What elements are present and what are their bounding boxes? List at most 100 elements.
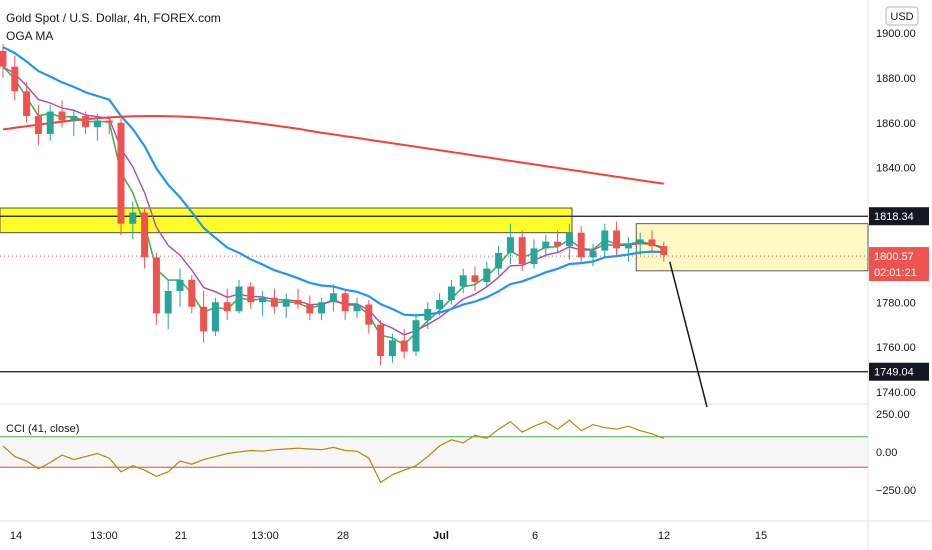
candle[interactable] (353, 297, 361, 318)
ma-long-line (2, 114, 664, 185)
candle-body (636, 239, 644, 244)
time-tick-label: 6 (532, 530, 538, 542)
candle[interactable] (164, 279, 172, 330)
candle[interactable] (270, 288, 278, 314)
candle[interactable] (365, 300, 373, 334)
candle-body (23, 91, 31, 117)
candle[interactable] (58, 100, 66, 128)
candle[interactable] (636, 232, 644, 256)
level-low-badge-text: 1749.04 (874, 367, 914, 379)
candle-body (353, 304, 361, 312)
candle[interactable] (129, 201, 137, 240)
candle[interactable] (565, 223, 573, 260)
candle[interactable] (188, 275, 196, 314)
candle[interactable] (329, 284, 337, 312)
candle[interactable] (82, 111, 90, 134)
candle[interactable] (577, 225, 585, 265)
candle[interactable] (648, 230, 656, 253)
candle[interactable] (0, 44, 7, 78)
candle[interactable] (388, 333, 396, 363)
candle[interactable] (176, 268, 184, 307)
candle-body (259, 297, 267, 303)
candle[interactable] (542, 234, 550, 258)
candle-body (294, 300, 302, 305)
candle[interactable] (459, 268, 467, 294)
candle-body (188, 279, 196, 307)
candle[interactable] (294, 288, 302, 309)
candle-body (117, 122, 125, 224)
candle-body (660, 246, 668, 256)
level-high-badge-text: 1818.34 (874, 211, 914, 223)
candle-body (400, 340, 408, 352)
candle-body (518, 237, 526, 265)
candle[interactable] (471, 266, 479, 292)
candle[interactable] (400, 329, 408, 359)
candle-body (329, 293, 337, 303)
candle-body (270, 297, 278, 307)
price-tick-label: 1760.00 (876, 342, 916, 354)
candle[interactable] (152, 252, 160, 325)
candle[interactable] (613, 221, 621, 258)
candle-body (247, 286, 255, 303)
candle[interactable] (412, 313, 420, 357)
candle[interactable] (247, 282, 255, 309)
ma-slow-line (2, 46, 664, 317)
candle[interactable] (46, 104, 54, 141)
currency-button[interactable]: USD (885, 6, 919, 26)
candle[interactable] (589, 243, 597, 267)
candle[interactable] (105, 116, 113, 134)
candle-body (601, 230, 609, 251)
candle[interactable] (530, 239, 538, 269)
candle-body (318, 302, 326, 314)
time-tick-label: Jul (433, 530, 449, 542)
candle[interactable] (660, 241, 668, 262)
time-tick-label: 13:00 (251, 530, 279, 542)
candle[interactable] (306, 295, 314, 321)
candle[interactable] (436, 293, 444, 316)
level-high-badge: 1818.34 (869, 207, 929, 226)
candle[interactable] (601, 223, 609, 258)
candle[interactable] (117, 118, 125, 235)
price-tick-label: 1840.00 (876, 163, 916, 175)
candle[interactable] (70, 109, 78, 137)
candle[interactable] (282, 293, 290, 318)
candle[interactable] (235, 279, 243, 314)
candle[interactable] (34, 104, 42, 146)
price-tick-label: 1900.00 (876, 28, 916, 40)
candle[interactable] (93, 113, 101, 141)
candle[interactable] (377, 320, 385, 366)
time-tick-label: 21 (175, 530, 187, 542)
candle[interactable] (341, 288, 349, 321)
indicator-label: OGA MA (6, 29, 53, 43)
candle-body (530, 248, 538, 265)
candle[interactable] (424, 302, 432, 330)
candle-body (58, 111, 66, 121)
candle-body (447, 286, 455, 301)
candle-body (459, 275, 467, 287)
candle[interactable] (141, 208, 149, 269)
candle[interactable] (554, 230, 562, 253)
candle[interactable] (447, 279, 455, 305)
candle-body (176, 279, 184, 292)
candle[interactable] (318, 297, 326, 321)
candle[interactable] (624, 237, 632, 262)
candle[interactable] (223, 288, 231, 321)
cci-label: CCI (41, close) (6, 423, 79, 435)
candle[interactable] (495, 246, 503, 276)
candle[interactable] (11, 55, 19, 101)
candle-body (424, 308, 432, 321)
candle[interactable] (518, 230, 526, 271)
candle[interactable] (23, 82, 31, 123)
candle-body (554, 241, 562, 247)
candle-body (471, 275, 479, 283)
candle[interactable] (483, 261, 491, 287)
candle[interactable] (211, 297, 219, 336)
candle[interactable] (259, 291, 267, 316)
candle[interactable] (200, 291, 208, 343)
candle-body (93, 120, 101, 128)
price-tick-label: 1780.00 (876, 297, 916, 309)
candle[interactable] (506, 223, 514, 265)
cci-tick-label: 250.00 (876, 409, 910, 421)
